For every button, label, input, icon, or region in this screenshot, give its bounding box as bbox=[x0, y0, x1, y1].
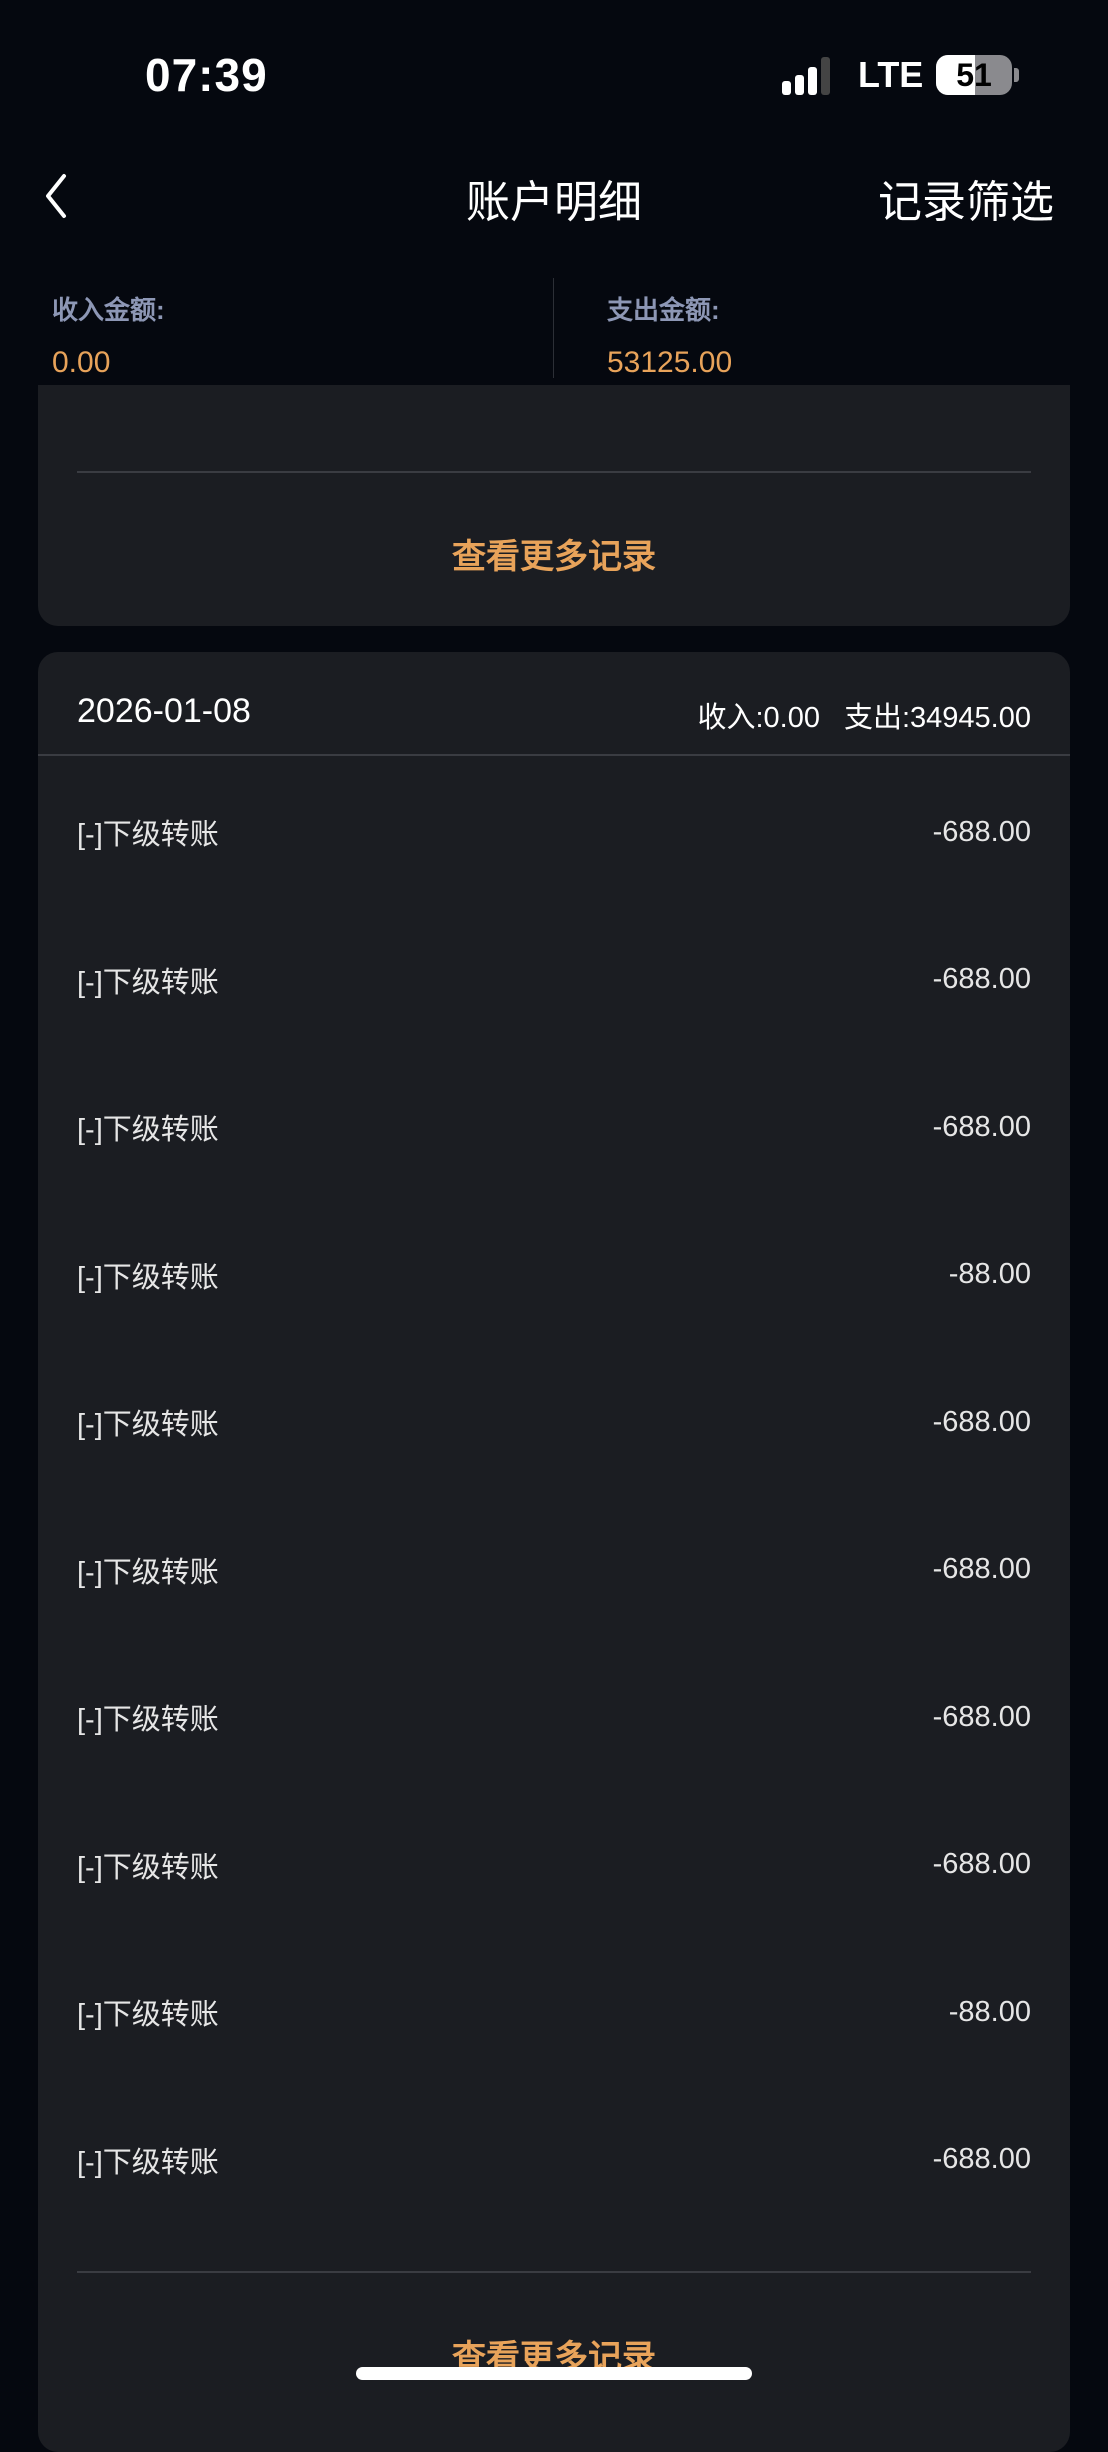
battery-level: 51 bbox=[956, 57, 992, 93]
transaction-row[interactable]: [-]下级转账 -688.00 bbox=[77, 950, 1031, 1010]
transaction-label: [-]下级转账 bbox=[77, 1114, 219, 1146]
transaction-amount: -688.00 bbox=[932, 963, 1031, 995]
group-income: 收入:0.00 bbox=[697, 702, 820, 734]
transaction-amount: -688.00 bbox=[932, 815, 1031, 848]
filter-button[interactable]: 记录筛选 bbox=[878, 178, 1054, 227]
signal-icon bbox=[782, 57, 838, 95]
battery-tip bbox=[1014, 68, 1019, 82]
transaction-row[interactable]: [-]下级转账 -688.00 bbox=[77, 1540, 1031, 1600]
transaction-row[interactable]: [-]下级转账 -688.00 bbox=[77, 2130, 1031, 2190]
transaction-amount: -88.00 bbox=[948, 1258, 1031, 1290]
transaction-row[interactable]: [-]下级转账 -688.00 bbox=[77, 1687, 1031, 1747]
transaction-label: [-]下级转账 bbox=[77, 819, 219, 851]
group-expense: 支出:34945.00 bbox=[843, 702, 1031, 734]
transaction-row[interactable]: [-]下级转账 -688.00 bbox=[77, 1835, 1031, 1895]
transaction-amount: -688.00 bbox=[932, 1405, 1031, 1438]
expense-value: 53125.00 bbox=[607, 346, 733, 379]
home-indicator[interactable] bbox=[356, 2367, 752, 2380]
date-group-card: 2026-01-08 收入:0.00 支出:34945.00 [-]下级转账 -6… bbox=[38, 652, 1070, 2452]
divider bbox=[77, 471, 1031, 473]
transaction-amount: -88.00 bbox=[948, 1995, 1031, 2028]
income-label: 收入金额: bbox=[52, 295, 165, 325]
transaction-label: [-]下级转账 bbox=[77, 1851, 219, 1884]
summary-divider bbox=[553, 278, 554, 378]
transaction-amount: -688.00 bbox=[932, 1848, 1031, 1880]
transaction-amount: -688.00 bbox=[932, 1700, 1031, 1733]
prev-group-card: 查看更多记录 bbox=[38, 385, 1070, 626]
income-value: 0.00 bbox=[52, 346, 111, 379]
divider bbox=[77, 2271, 1031, 2273]
transaction-label: [-]下级转账 bbox=[77, 966, 219, 999]
transaction-label: [-]下级转账 bbox=[77, 1409, 219, 1441]
view-more-button[interactable]: 查看更多记录 bbox=[452, 538, 656, 576]
transaction-label: [-]下级转账 bbox=[77, 2146, 219, 2179]
transaction-amount: -688.00 bbox=[932, 1553, 1031, 1585]
transaction-row[interactable]: [-]下级转账 -688.00 bbox=[77, 802, 1031, 862]
transaction-label: [-]下级转账 bbox=[77, 1261, 219, 1294]
transaction-label: [-]下级转账 bbox=[77, 1556, 219, 1589]
transaction-row[interactable]: [-]下级转账 -88.00 bbox=[77, 1245, 1031, 1305]
page-title: 账户明细 bbox=[466, 178, 642, 227]
battery-icon: 51 bbox=[936, 55, 1012, 95]
transaction-amount: -688.00 bbox=[932, 2143, 1031, 2175]
transaction-row[interactable]: [-]下级转账 -88.00 bbox=[77, 1982, 1031, 2042]
transaction-label: [-]下级转账 bbox=[77, 1999, 219, 2031]
network-type: LTE bbox=[858, 54, 924, 95]
transaction-amount: -688.00 bbox=[932, 1110, 1031, 1143]
transaction-label: [-]下级转账 bbox=[77, 1704, 219, 1736]
header-divider bbox=[38, 754, 1070, 756]
transaction-row[interactable]: [-]下级转账 -688.00 bbox=[77, 1392, 1031, 1452]
transaction-row[interactable]: [-]下级转账 -688.00 bbox=[77, 1097, 1031, 1157]
chevron-left-icon[interactable] bbox=[40, 172, 74, 220]
group-date: 2026-01-08 bbox=[77, 692, 251, 730]
expense-label: 支出金额: bbox=[607, 295, 720, 325]
status-time: 07:39 bbox=[145, 49, 268, 101]
